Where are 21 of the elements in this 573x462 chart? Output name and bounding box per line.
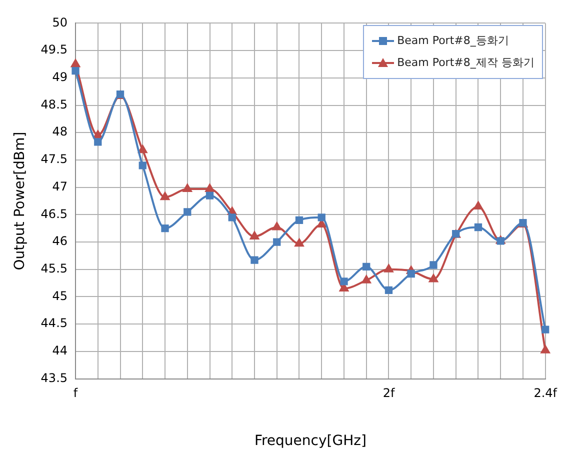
- y-tick-label: 48.5: [40, 97, 68, 112]
- x-tick-label: 2f: [382, 386, 396, 400]
- x-tick-label: 2.4f: [534, 386, 558, 400]
- y-axis-title: Output Power[dBm]: [12, 132, 28, 270]
- y-tick-label: 44.5: [40, 316, 68, 330]
- y-tick-label: 47: [52, 179, 68, 194]
- legend-label: Beam Port#8_등화기: [397, 33, 509, 50]
- x-tick-label: f: [73, 386, 78, 400]
- y-tick-label: 49: [52, 70, 68, 84]
- y-tick-label: 45.5: [40, 262, 68, 276]
- y-tick-label: 48: [52, 124, 68, 139]
- y-tick-label: 50: [52, 15, 68, 30]
- x-axis-title: Frequency[GHz]: [254, 433, 366, 450]
- y-tick-label: 45: [52, 288, 68, 303]
- y-tick-label: 49.5: [40, 42, 68, 57]
- y-tick-label: 46.5: [40, 206, 68, 221]
- y-tick-label: 47.5: [40, 152, 68, 166]
- y-tick-label: 46: [52, 234, 68, 248]
- y-tick-label: 44: [52, 344, 68, 358]
- y-tick-label: 43.5: [40, 370, 68, 385]
- legend-label: Beam Port#8_제작 등화기: [397, 55, 534, 72]
